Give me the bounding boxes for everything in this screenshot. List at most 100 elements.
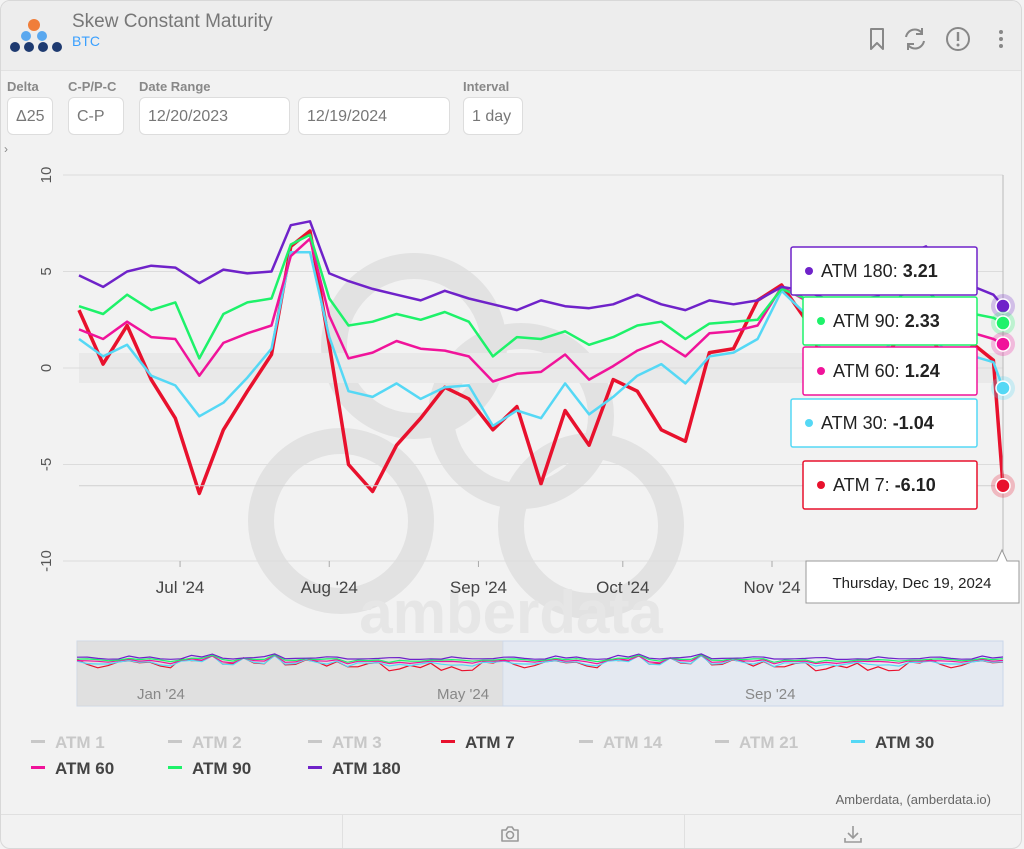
navigator-series <box>76 653 1004 672</box>
navigator-series <box>76 654 1004 664</box>
y-tick-label: -10 <box>38 550 55 572</box>
interval-select[interactable]: 1 day <box>463 97 523 135</box>
end-marker <box>995 477 1011 494</box>
legend-item-atm-60[interactable]: ATM 60 <box>31 759 114 779</box>
x-tick-label: Aug '24 <box>301 578 358 597</box>
legend-label: ATM 14 <box>603 733 663 752</box>
widget-footer <box>1 814 1021 848</box>
legend-item-atm-3[interactable]: ATM 3 <box>308 733 382 753</box>
legend-label: ATM 30 <box>875 733 935 752</box>
end-marker <box>995 298 1011 314</box>
camera-icon[interactable] <box>499 823 521 845</box>
end-marker <box>995 336 1011 352</box>
navigator-label: May '24 <box>437 686 489 703</box>
navigator-label: Jan '24 <box>137 686 185 703</box>
date-tooltip-box <box>805 548 1020 604</box>
navigator-series <box>76 654 1004 665</box>
legend-label: ATM 7 <box>465 733 515 752</box>
legend-label: ATM 180 <box>332 759 401 778</box>
start-date-input[interactable]: 12/20/2023 <box>139 97 290 135</box>
interval-label: Interval <box>463 79 510 94</box>
chart-labels: ATM 180: 3.21 ATM 90: 2.33 ATM 60: 1.24 ATM… <box>790 246 1020 604</box>
end-marker <box>995 380 1011 396</box>
x-tick-label: Sep '24 <box>450 578 507 597</box>
navigator[interactable]: Jan '24 May '24 Sep '24 <box>76 640 1004 707</box>
value-label-dot <box>817 317 825 325</box>
watermark-ring <box>248 428 434 614</box>
delta-label: Delta <box>7 79 39 94</box>
download-icon[interactable] <box>842 823 864 845</box>
navigator-series <box>76 653 1004 661</box>
value-label-box <box>802 296 978 346</box>
value-label-dot <box>817 481 825 489</box>
value-label-box <box>790 246 978 296</box>
legend-label: ATM 21 <box>739 733 799 752</box>
x-tick-label: Jul '24 <box>156 578 205 597</box>
credits[interactable]: Amberdata, (amberdata.io) <box>835 792 991 807</box>
end-marker <box>995 315 1011 331</box>
y-tick-label: -5 <box>38 458 55 471</box>
legend-swatch <box>31 740 45 744</box>
legend-item-atm-90[interactable]: ATM 90 <box>168 759 251 779</box>
amberdata-logo-icon <box>10 19 62 52</box>
legend-swatch <box>441 740 455 744</box>
navigator-mask <box>77 641 503 706</box>
x-tick-label: Nov '24 <box>743 578 800 597</box>
chevron-right-icon[interactable]: › <box>4 142 8 156</box>
value-label-box <box>802 346 978 396</box>
legend-swatch <box>851 740 865 744</box>
value-label-dot <box>817 367 825 375</box>
legend-item-atm-30[interactable]: ATM 30 <box>851 733 934 753</box>
legend-item-atm-7[interactable]: ATM 7 <box>441 733 515 753</box>
legend-item-atm-2[interactable]: ATM 2 <box>168 733 242 753</box>
skew-chart: amberdata 10 5 0 -5 -10 Jul '24 Aug '24 Sep '24… <box>38 167 1020 707</box>
legend-swatch <box>308 740 322 744</box>
value-label-box <box>790 398 978 448</box>
legend-swatch <box>715 740 729 744</box>
legend-label: ATM 1 <box>55 733 105 752</box>
value-label-dot <box>805 419 813 427</box>
navigator-selection[interactable] <box>502 640 1004 707</box>
value-label-box <box>802 460 978 510</box>
cp-label: C-P/P-C <box>68 79 117 94</box>
date-tooltip: Thursday, Dec 19, 2024 <box>833 575 992 592</box>
end-date-input[interactable]: 12/19/2024 <box>298 97 450 135</box>
info-icon[interactable] <box>944 25 972 53</box>
value-label: ATM 30: -1.04 <box>821 413 934 433</box>
cp-select[interactable]: C-P <box>68 97 124 135</box>
legend-swatch <box>579 740 593 744</box>
legend-swatch <box>168 740 182 744</box>
value-label: ATM 60: 1.24 <box>833 361 940 381</box>
navigator-label: Sep '24 <box>745 686 795 703</box>
more-icon[interactable] <box>987 25 1015 53</box>
delta-select[interactable]: Δ25 <box>7 97 53 135</box>
legend-label: ATM 60 <box>55 759 115 778</box>
watermark-text: amberdata <box>359 579 663 646</box>
legend-swatch <box>31 766 45 770</box>
legend-label: ATM 2 <box>192 733 242 752</box>
value-label-dot <box>805 267 813 275</box>
legend-swatch <box>168 766 182 770</box>
y-tick-label: 10 <box>38 167 55 184</box>
legend-label: ATM 3 <box>332 733 382 752</box>
legend-item-atm-21[interactable]: ATM 21 <box>715 733 798 753</box>
navigator-series <box>76 655 1004 668</box>
value-label: ATM 7: -6.10 <box>833 475 936 495</box>
y-tick-label: 5 <box>38 267 55 275</box>
refresh-icon[interactable] <box>901 25 929 53</box>
legend-item-atm-14[interactable]: ATM 14 <box>579 733 662 753</box>
legend-item-atm-1[interactable]: ATM 1 <box>31 733 105 753</box>
asset-label: BTC <box>72 33 100 49</box>
y-tick-label: 0 <box>38 364 55 372</box>
legend-item-atm-180[interactable]: ATM 180 <box>308 759 401 779</box>
x-tick-label: Oct '24 <box>596 578 649 597</box>
legend-swatch <box>308 766 322 770</box>
watermark-ring <box>498 433 684 619</box>
widget-title: Skew Constant Maturity <box>72 11 273 32</box>
date-range-label: Date Range <box>139 79 211 94</box>
widget-header: Skew Constant Maturity BTC <box>1 1 1021 71</box>
bookmark-icon[interactable] <box>863 25 891 53</box>
value-label: ATM 180: 3.21 <box>821 261 938 281</box>
legend-label: ATM 90 <box>192 759 252 778</box>
